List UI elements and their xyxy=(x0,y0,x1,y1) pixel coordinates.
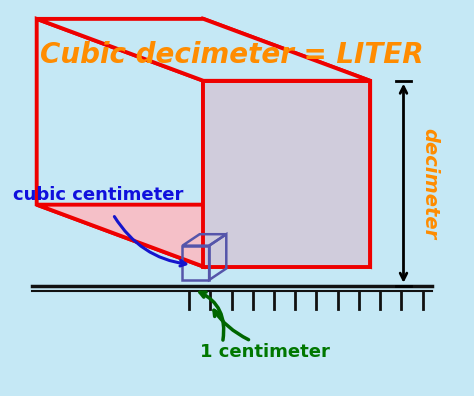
Text: cubic centimeter: cubic centimeter xyxy=(13,186,184,204)
Polygon shape xyxy=(36,19,203,267)
Polygon shape xyxy=(36,205,370,267)
Text: decimeter: decimeter xyxy=(420,128,440,239)
Polygon shape xyxy=(203,81,370,267)
Text: Cubic decimeter = LITER: Cubic decimeter = LITER xyxy=(40,41,424,69)
Polygon shape xyxy=(203,19,370,267)
Text: 1 centimeter: 1 centimeter xyxy=(201,343,330,361)
Polygon shape xyxy=(36,19,370,81)
